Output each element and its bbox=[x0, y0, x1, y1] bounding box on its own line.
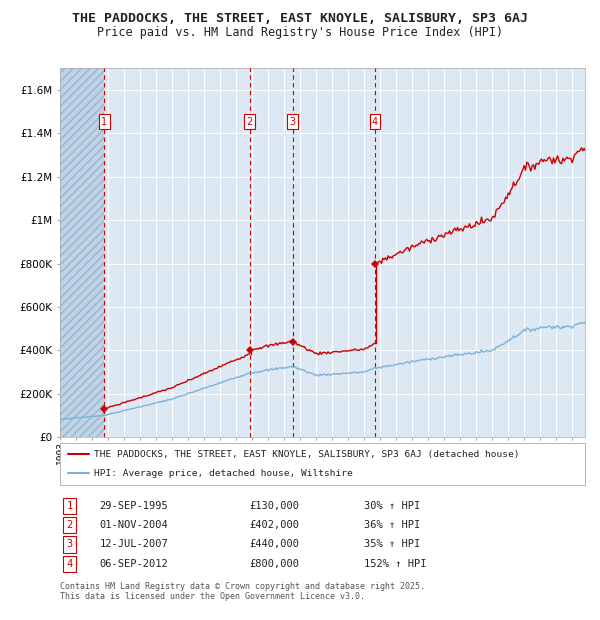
Text: 4: 4 bbox=[372, 117, 378, 126]
Text: 36% ↑ HPI: 36% ↑ HPI bbox=[365, 520, 421, 530]
Text: £440,000: £440,000 bbox=[249, 539, 299, 549]
Text: 3: 3 bbox=[290, 117, 296, 126]
Text: 4: 4 bbox=[66, 559, 73, 569]
Text: 1: 1 bbox=[66, 500, 73, 511]
Text: £402,000: £402,000 bbox=[249, 520, 299, 530]
Text: HPI: Average price, detached house, Wiltshire: HPI: Average price, detached house, Wilt… bbox=[94, 469, 353, 478]
Text: £130,000: £130,000 bbox=[249, 500, 299, 511]
Bar bbox=[60, 68, 104, 437]
Text: £800,000: £800,000 bbox=[249, 559, 299, 569]
Text: 01-NOV-2004: 01-NOV-2004 bbox=[100, 520, 168, 530]
Text: 152% ↑ HPI: 152% ↑ HPI bbox=[365, 559, 427, 569]
Text: THE PADDOCKS, THE STREET, EAST KNOYLE, SALISBURY, SP3 6AJ: THE PADDOCKS, THE STREET, EAST KNOYLE, S… bbox=[72, 12, 528, 25]
Text: 30% ↑ HPI: 30% ↑ HPI bbox=[365, 500, 421, 511]
Text: 1: 1 bbox=[101, 117, 107, 126]
Text: 06-SEP-2012: 06-SEP-2012 bbox=[100, 559, 168, 569]
Text: 3: 3 bbox=[66, 539, 73, 549]
Text: 35% ↑ HPI: 35% ↑ HPI bbox=[365, 539, 421, 549]
Text: 2: 2 bbox=[66, 520, 73, 530]
Text: Price paid vs. HM Land Registry's House Price Index (HPI): Price paid vs. HM Land Registry's House … bbox=[97, 26, 503, 39]
Text: 12-JUL-2007: 12-JUL-2007 bbox=[100, 539, 168, 549]
Text: THE PADDOCKS, THE STREET, EAST KNOYLE, SALISBURY, SP3 6AJ (detached house): THE PADDOCKS, THE STREET, EAST KNOYLE, S… bbox=[94, 450, 520, 459]
Text: 2: 2 bbox=[247, 117, 253, 126]
Text: 29-SEP-1995: 29-SEP-1995 bbox=[100, 500, 168, 511]
Text: Contains HM Land Registry data © Crown copyright and database right 2025.
This d: Contains HM Land Registry data © Crown c… bbox=[60, 582, 425, 601]
